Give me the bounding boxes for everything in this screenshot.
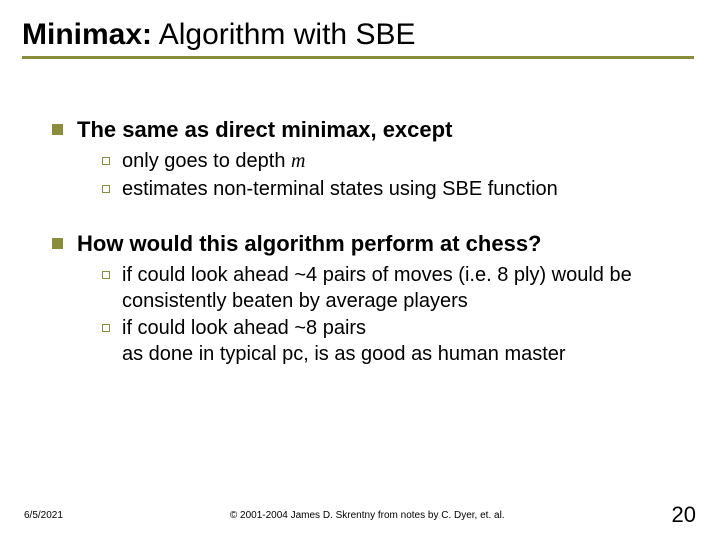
square-outline-icon (102, 185, 110, 193)
bullet-level2: estimates non-terminal states using SBE … (102, 177, 688, 203)
title-rest: Algorithm with SBE (152, 18, 415, 51)
footer-date: 6/5/2021 (24, 510, 63, 521)
square-outline-icon (102, 157, 110, 165)
bullet-level1: The same as direct minimax, except (52, 117, 688, 143)
title-underline (22, 56, 694, 59)
footer: 6/5/2021 © 2001-2004 James D. Skrentny f… (0, 502, 720, 528)
square-filled-icon (52, 124, 63, 135)
text-pre: if could look ahead ~8 pairs as done in … (122, 317, 566, 365)
title-bold: Minimax: (22, 18, 152, 51)
footer-copyright: © 2001-2004 James D. Skrentny from notes… (63, 510, 672, 521)
level1-text: The same as direct minimax, except (77, 117, 452, 143)
level2-text: estimates non-terminal states using SBE … (122, 177, 558, 203)
square-outline-icon (102, 271, 110, 279)
content-area: The same as direct minimax, except only … (22, 117, 698, 367)
slide: Minimax: Algorithm with SBE The same as … (0, 0, 720, 540)
level2-text: if could look ahead ~4 pairs of moves (i… (122, 263, 688, 314)
bullet-level2: if could look ahead ~8 pairs as done in … (102, 316, 688, 367)
text-pre: only goes to depth (122, 150, 291, 172)
level1-text: How would this algorithm perform at ches… (77, 231, 542, 257)
bullet-level2: only goes to depth m (102, 149, 688, 175)
level2-text: if could look ahead ~8 pairs as done in … (122, 316, 566, 367)
level2-group: if could look ahead ~4 pairs of moves (i… (52, 263, 688, 367)
bullet-level2: if could look ahead ~4 pairs of moves (i… (102, 263, 688, 314)
square-outline-icon (102, 324, 110, 332)
text-italic: m (291, 150, 305, 172)
slide-title: Minimax: Algorithm with SBE (22, 18, 698, 52)
bullet-level1: How would this algorithm perform at ches… (52, 231, 688, 257)
level2-text: only goes to depth m (122, 149, 305, 175)
square-filled-icon (52, 238, 63, 249)
level2-group: only goes to depth m estimates non-termi… (52, 149, 688, 202)
page-number: 20 (672, 502, 696, 528)
